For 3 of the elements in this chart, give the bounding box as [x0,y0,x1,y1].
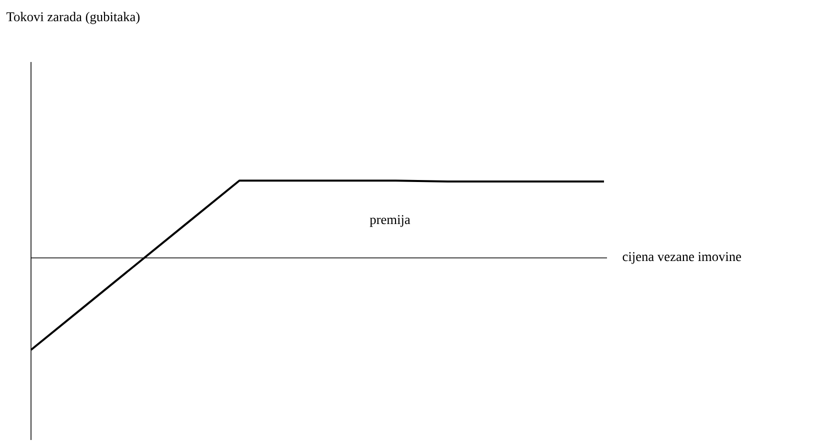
x-axis-title: cijena vezane imovine [622,252,742,264]
text: Tokovi zarada (gubitaka) [6,12,140,24]
annotation: premija [370,215,410,227]
